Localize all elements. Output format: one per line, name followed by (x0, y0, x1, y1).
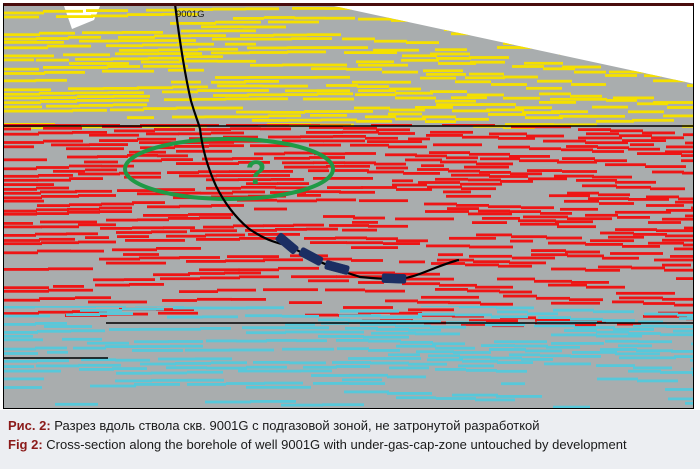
svg-text:9001G: 9001G (176, 9, 205, 20)
svg-text:?: ? (246, 154, 267, 192)
